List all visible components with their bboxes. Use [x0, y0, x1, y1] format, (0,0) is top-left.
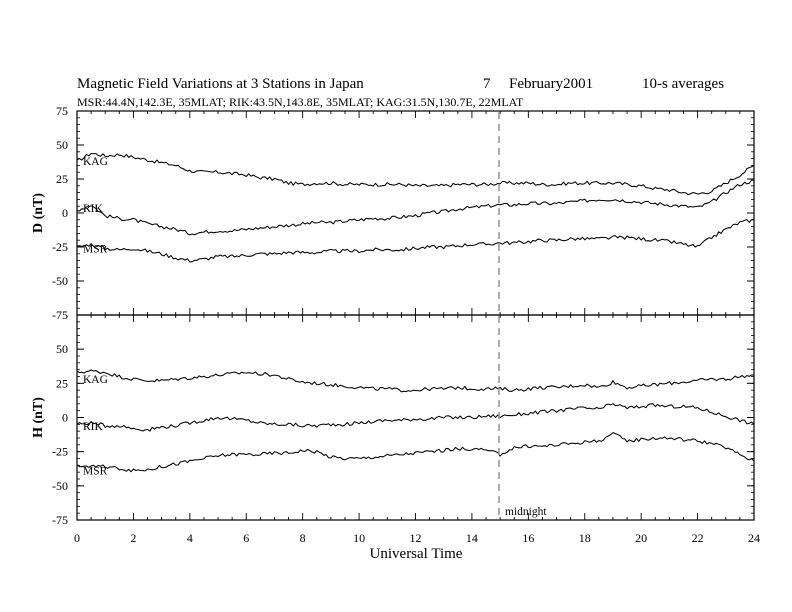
x-tick-label: 14 [466, 531, 478, 545]
series-label-msr: MSR [83, 243, 108, 255]
series-label-kag: KAG [83, 374, 108, 386]
x-tick-label: 20 [635, 531, 647, 545]
x-tick-label: 6 [243, 531, 249, 545]
series-line-kag [76, 369, 755, 393]
y-tick-label: -50 [52, 274, 68, 288]
y-tick-label: -75 [52, 308, 68, 322]
chart-title: Magnetic Field Variations at 3 Stations … [77, 76, 364, 92]
x-tick-label: 8 [300, 531, 306, 545]
y-tick-label: 0 [62, 411, 68, 425]
x-tick-label: 22 [692, 531, 704, 545]
chart-subtitle: MSR:44.4N,142.3E, 35MLAT; RIK:43.5N,143.… [77, 95, 524, 109]
x-tick-label: 24 [748, 531, 760, 545]
x-tick-label: 16 [522, 531, 534, 545]
chart-day: 7 [483, 76, 491, 92]
x-tick-label: 0 [74, 531, 80, 545]
series-line-rik [76, 179, 755, 236]
series-line-msr [76, 219, 755, 263]
series-line-kag [76, 153, 755, 196]
panel-frame [76, 110, 755, 316]
series-line-msr [76, 432, 755, 473]
y-tick-label: 25 [56, 376, 68, 390]
y-tick-label: 75 [56, 104, 68, 118]
y-axis-label: H (nT) [31, 397, 46, 438]
series-label-msr: MSR [83, 466, 108, 478]
y-tick-label: -25 [52, 445, 68, 459]
panels: -75 -50 -25 0 25 50 75 D (nT) KAG RIK MSR -75 -50 -25… [31, 104, 760, 545]
y-tick-label: 0 [62, 206, 68, 220]
y-tick-label: -75 [52, 513, 68, 527]
y-tick-label: 50 [56, 138, 68, 152]
y-tick-label: 25 [56, 172, 68, 186]
series-line-rik [76, 403, 755, 432]
series-label-kag: KAG [83, 156, 108, 168]
midnight-label: midnight [505, 506, 547, 518]
y-tick-label: -25 [52, 240, 68, 254]
chart-averaging: 10-s averages [642, 76, 724, 92]
x-tick-label: 2 [130, 531, 136, 545]
x-tick-label: 18 [579, 531, 591, 545]
x-tick-label: 12 [410, 531, 422, 545]
y-tick-label: 50 [56, 342, 68, 356]
y-tick-label: -50 [52, 479, 68, 493]
chart-month-year: February2001 [509, 76, 593, 92]
x-axis-label: Universal Time [370, 546, 463, 562]
y-axis-label: D (nT) [31, 193, 46, 233]
x-tick-label: 10 [353, 531, 365, 545]
panel-top: -75 -50 -25 0 25 50 75 D (nT) KAG RIK MSR [31, 104, 755, 322]
x-tick-label: 4 [187, 531, 193, 545]
midnight-marker: midnight [498, 112, 547, 520]
panel-frame [76, 314, 755, 521]
series-label-rik: RIK [83, 203, 104, 215]
series-label-rik: RIK [83, 421, 104, 433]
